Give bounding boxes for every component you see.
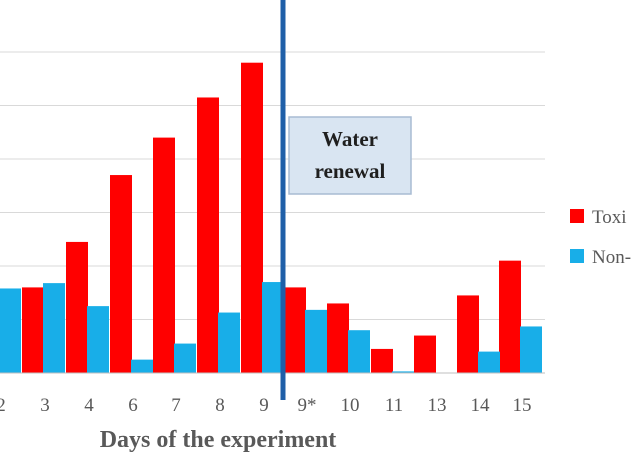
bar-toxi-3 xyxy=(22,287,44,373)
bar-toxi-9star xyxy=(284,287,306,373)
bar-non-3 xyxy=(43,283,65,373)
annotation-box xyxy=(288,116,412,195)
bar-non-8 xyxy=(218,312,240,373)
x-tick-label: 6 xyxy=(128,395,138,416)
bar-non-2 xyxy=(0,288,21,373)
x-tick-label: 10 xyxy=(341,395,360,416)
legend-swatch-toxi xyxy=(570,209,584,223)
bar-toxi-15 xyxy=(499,260,521,373)
x-tick-label: 15 xyxy=(513,395,532,416)
x-tick-label: 9 xyxy=(259,395,269,416)
legend-swatch-non xyxy=(570,249,584,263)
x-tick-label: 8 xyxy=(215,395,225,416)
bar-toxi-6 xyxy=(110,175,132,373)
bar-toxi-4 xyxy=(66,241,88,373)
annotation-line-1: Water xyxy=(322,127,378,151)
x-tick-label: 9* xyxy=(298,395,317,416)
x-tick-label: 2 xyxy=(0,395,6,416)
bar-toxi-14 xyxy=(457,295,479,373)
x-tick-label: 11 xyxy=(385,395,403,416)
bar-non-9star xyxy=(305,309,327,373)
legend-label-non: Non- xyxy=(592,247,631,268)
water-renewal-annotation: Water renewal xyxy=(288,116,412,195)
legend-label-toxi: Toxi xyxy=(592,207,627,228)
x-tick-labels: 2 3 4 6 7 8 9 9* 10 11 13 14 15 xyxy=(0,395,532,416)
x-tick-label: 3 xyxy=(40,395,50,416)
x-axis-title: Days of the experiment xyxy=(100,427,337,453)
gridlines xyxy=(0,51,545,320)
bar-toxi-8 xyxy=(197,97,219,373)
bar-toxi-9 xyxy=(241,62,263,373)
x-tick-label: 7 xyxy=(171,395,181,416)
bar-toxi-7 xyxy=(153,137,175,373)
bar-non-9 xyxy=(262,282,284,373)
bar-non-15 xyxy=(520,326,542,373)
x-tick-label: 4 xyxy=(84,395,94,416)
bar-toxi-11 xyxy=(371,348,393,373)
bar-non-6 xyxy=(131,359,153,373)
bar-toxi-10 xyxy=(327,303,349,373)
bar-non-11 xyxy=(392,371,414,373)
bar-non-7 xyxy=(174,343,196,373)
annotation-line-2: renewal xyxy=(315,159,386,183)
bar-non-4 xyxy=(87,306,109,373)
bar-non-14 xyxy=(478,351,500,373)
x-tick-label: 13 xyxy=(428,395,447,416)
legend: Toxi Non- xyxy=(570,207,631,268)
x-tick-label: 14 xyxy=(471,395,491,416)
bar-toxi-13 xyxy=(414,335,436,373)
bars xyxy=(0,62,542,373)
bar-non-10 xyxy=(348,330,370,373)
